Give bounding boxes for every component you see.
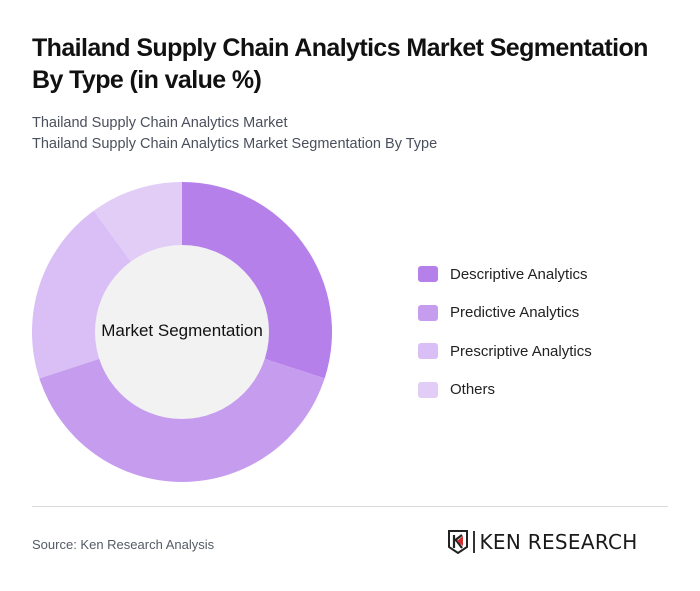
subtitle-line-2: Thailand Supply Chain Analytics Market S… bbox=[32, 136, 438, 152]
ken-research-logo: KEN RESEARCH bbox=[447, 530, 638, 554]
legend-swatch-icon bbox=[418, 381, 438, 398]
logo-separator bbox=[473, 531, 475, 553]
legend-label: Prescriptive Analytics bbox=[450, 342, 592, 360]
legend-swatch-icon bbox=[418, 266, 438, 282]
legend: Descriptive Analytics Predictive Analyti… bbox=[418, 264, 592, 418]
donut-chart bbox=[31, 182, 332, 482]
ken-shield-icon bbox=[448, 530, 468, 554]
legend-item-descriptive[interactable]: Descriptive Analytics bbox=[418, 264, 592, 284]
legend-swatch-icon bbox=[418, 304, 438, 321]
logo-text: KEN RESEARCH bbox=[479, 530, 638, 554]
legend-label: Predictive Analytics bbox=[450, 304, 580, 321]
donut-hole bbox=[95, 245, 269, 419]
chart-title: Thailand Supply Chain Analytics Market S… bbox=[32, 34, 648, 94]
legend-item-predictive[interactable]: Predictive Analytics bbox=[418, 303, 592, 323]
footer-divider bbox=[32, 506, 668, 507]
legend-item-others[interactable]: Others bbox=[418, 380, 592, 400]
legend-item-prescriptive[interactable]: Prescriptive Analytics bbox=[418, 341, 592, 361]
subtitle-line-1: Thailand Supply Chain Analytics Market bbox=[32, 115, 288, 131]
legend-label: Descriptive Analytics bbox=[450, 265, 588, 283]
donut-center-label: Market Segmentation bbox=[101, 321, 263, 340]
legend-swatch-icon bbox=[418, 343, 438, 359]
legend-label: Others bbox=[450, 381, 496, 398]
subtitle: Thailand Supply Chain Analytics Market T… bbox=[32, 113, 437, 155]
source-note: Source: Ken Research Analysis bbox=[32, 537, 215, 552]
